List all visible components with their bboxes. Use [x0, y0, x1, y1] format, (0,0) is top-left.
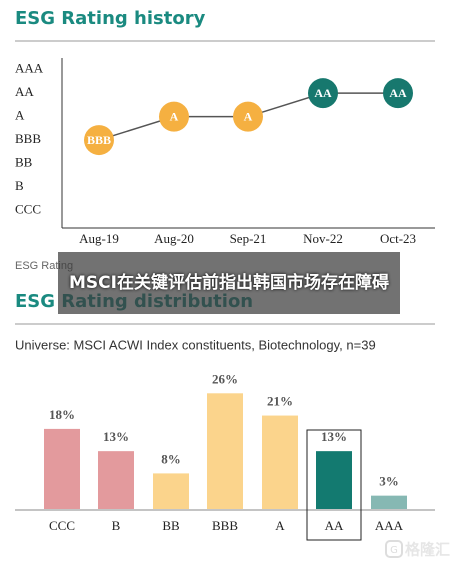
data-label: 13%	[321, 429, 347, 444]
data-label: 21%	[267, 394, 293, 409]
bar	[153, 473, 189, 509]
rating-point	[308, 78, 338, 109]
data-label: 13%	[103, 429, 129, 444]
rating-point	[383, 78, 413, 109]
watermark-icon: G	[385, 540, 403, 558]
x-tick-label: AA	[325, 518, 344, 533]
bar	[262, 415, 298, 509]
subtitle: Universe: MSCI ACWI Index constituents, …	[15, 337, 376, 352]
bar	[44, 428, 80, 509]
watermark: 格隆汇	[405, 541, 450, 559]
x-tick-label: Nov-22	[303, 231, 343, 246]
caption-overlay: MSCI在关键评估前指出韩国市场存在障碍	[58, 252, 400, 314]
svg-text:G: G	[390, 545, 398, 556]
data-label: A	[244, 109, 253, 123]
data-label: AA	[389, 86, 407, 100]
x-tick-label: CCC	[49, 518, 75, 533]
data-label: 3%	[379, 474, 399, 489]
x-tick-label: AAA	[375, 518, 404, 533]
y-tick-label: B	[15, 178, 24, 193]
rating-point	[233, 101, 263, 132]
caption: MSCI在关键评估前指出韩国市场存在障碍	[69, 272, 389, 293]
data-label: A	[170, 109, 179, 123]
x-tick-label: BB	[162, 518, 180, 533]
x-tick-label: BBB	[212, 518, 238, 533]
data-label: 26%	[212, 371, 238, 386]
y-tick-label: AA	[15, 84, 34, 99]
bar	[98, 451, 134, 509]
rating-point	[84, 125, 114, 156]
y-tick-label: A	[15, 108, 25, 123]
bar	[316, 451, 352, 509]
data-label: 8%	[161, 451, 181, 466]
y-tick-label: CCC	[15, 201, 41, 216]
y-tick-label: AAA	[15, 61, 44, 76]
x-tick-label: Sep-21	[230, 231, 267, 246]
data-label: BBB	[87, 133, 111, 147]
chart-title: ESG Rating history	[15, 8, 206, 29]
y-tick-label: BBB	[15, 131, 41, 146]
data-label: 18%	[49, 407, 75, 422]
y-tick-label: BB	[15, 155, 33, 170]
highlight-box	[306, 429, 362, 541]
x-tick-label: A	[275, 518, 285, 533]
rating-point	[159, 101, 189, 132]
bar	[207, 393, 243, 509]
x-tick-label: Aug-20	[154, 231, 194, 246]
bar	[371, 495, 407, 509]
data-label: AA	[314, 86, 332, 100]
x-tick-label: Oct-23	[380, 231, 416, 246]
x-tick-label: Aug-19	[79, 231, 119, 246]
x-tick-label: B	[112, 518, 121, 533]
